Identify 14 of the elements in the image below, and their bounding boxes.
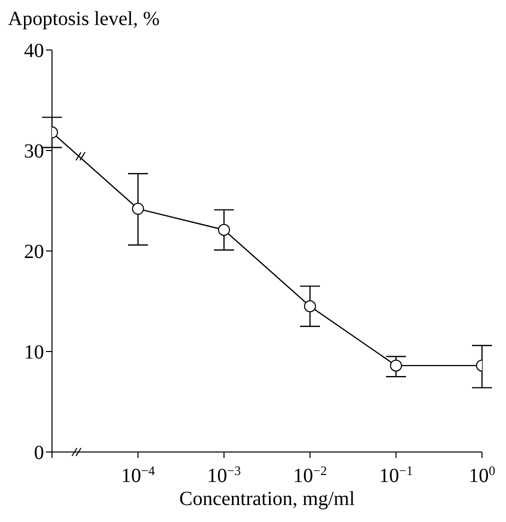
y-tick-label: 0	[34, 442, 44, 464]
x-tick-label: 10$^{−4}$	[121, 462, 156, 487]
y-tick-label: 20	[24, 241, 44, 264]
x-tick-label: 10$^{−1}$	[379, 462, 413, 487]
x-tick-label: 10$^{−3}$	[207, 462, 241, 487]
x-axis-title: Concentration, mg/ml	[178, 488, 356, 511]
y-axis-title: Apoptosis level, %	[8, 8, 160, 31]
x-tick-label: 10$^{−2}$	[293, 462, 327, 487]
point	[218, 224, 230, 236]
y-tick-label: 40	[24, 40, 44, 62]
y-tick-label: 10	[24, 342, 44, 364]
y-tick-label: 30	[24, 140, 44, 163]
point	[304, 300, 316, 312]
x-tick-label: 10$^{0}$	[468, 462, 496, 487]
